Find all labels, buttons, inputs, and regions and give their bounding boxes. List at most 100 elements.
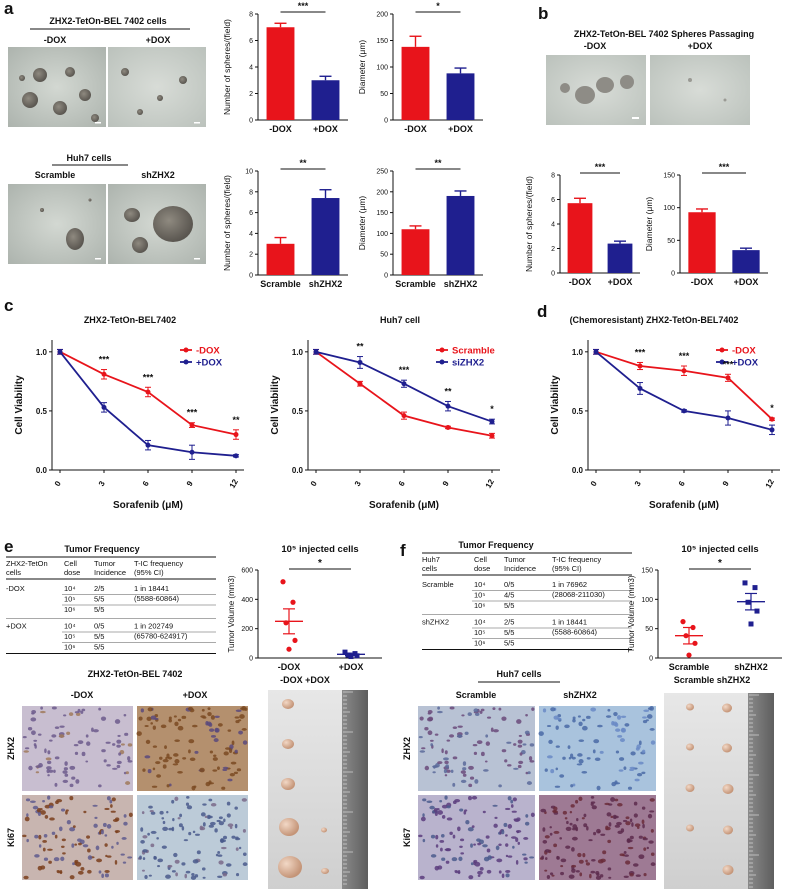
ihc-nucleus bbox=[523, 837, 529, 840]
table-cell-incidence: 5/5 bbox=[504, 639, 514, 648]
micrograph-label-minus-dox: -DOX bbox=[44, 35, 67, 45]
ihc-nucleus bbox=[593, 831, 597, 836]
data-point bbox=[725, 415, 731, 421]
ihc-nucleus bbox=[562, 810, 567, 815]
ihc-nucleus bbox=[437, 706, 440, 710]
ihc-nucleus bbox=[106, 824, 112, 829]
ihc-nucleus bbox=[641, 771, 646, 775]
ihc-nucleus bbox=[579, 872, 583, 877]
ihc-nucleus bbox=[47, 848, 53, 851]
ihc-nucleus bbox=[457, 870, 461, 875]
ihc-nucleus bbox=[572, 824, 578, 829]
bar-chart-a-huh7-diameter: 0 50 100 150 200 250 Scramble shZHX2 ** Diameter … bbox=[357, 158, 483, 289]
ihc-nucleus bbox=[142, 849, 148, 853]
ihc-nucleus bbox=[242, 862, 248, 867]
ihc-nucleus bbox=[75, 861, 82, 867]
panel-letter-f: f bbox=[400, 541, 406, 560]
ihc-nucleus bbox=[517, 739, 523, 744]
ihc-nucleus bbox=[166, 784, 170, 788]
ihc-nucleus bbox=[496, 858, 503, 863]
ihc-nucleus bbox=[122, 861, 127, 864]
ihc-nucleus bbox=[29, 800, 36, 803]
bar-chart-b-diameter: 0 50 100 150 -DOX +DOX *** Diameter (μm) bbox=[644, 162, 768, 287]
ihc-nucleus bbox=[58, 826, 63, 832]
y-axis-label: Cell Viability bbox=[550, 375, 561, 435]
ihc-nucleus bbox=[83, 810, 87, 814]
ihc-nucleus bbox=[486, 848, 491, 853]
y-tick-label: 0 bbox=[249, 656, 253, 663]
y-tick-label: 200 bbox=[376, 189, 388, 196]
ihc-nucleus bbox=[54, 834, 58, 839]
ihc-nucleus bbox=[235, 847, 239, 851]
data-point bbox=[489, 433, 495, 439]
table-header: Cell bbox=[474, 555, 487, 564]
ihc-nucleus bbox=[460, 779, 467, 783]
ihc-nucleus bbox=[592, 749, 596, 754]
ihc-nucleus bbox=[210, 734, 217, 738]
ihc-nucleus bbox=[100, 829, 104, 835]
ihc-nucleus bbox=[540, 808, 547, 813]
ihc-nucleus bbox=[512, 845, 515, 849]
ihc-nucleus bbox=[150, 830, 157, 834]
ihc-nucleus bbox=[542, 708, 547, 713]
ihc-nucleus bbox=[209, 750, 214, 754]
bar bbox=[311, 198, 340, 275]
x-tick-label: -DOX bbox=[569, 277, 592, 287]
legend-label: +DOX bbox=[732, 358, 759, 369]
micrograph-label-plus-dox: +DOX bbox=[146, 35, 171, 45]
ihc-nucleus bbox=[648, 840, 654, 844]
ihc-nucleus bbox=[576, 817, 579, 822]
data-point bbox=[233, 453, 239, 459]
ihc-nucleus bbox=[586, 826, 589, 831]
ihc-nucleus bbox=[529, 743, 535, 747]
ihc-nucleus bbox=[56, 799, 63, 803]
ihc-nucleus bbox=[474, 861, 481, 867]
ihc-nucleus bbox=[87, 855, 93, 860]
ihc-nucleus bbox=[595, 875, 602, 880]
ihc-nucleus bbox=[123, 714, 127, 717]
ihc-nucleus bbox=[446, 769, 451, 773]
ihc-nucleus bbox=[525, 814, 529, 818]
ihc-nucleus bbox=[446, 805, 451, 809]
ihc-nucleus bbox=[480, 708, 485, 712]
data-point bbox=[681, 408, 687, 414]
ihc-nucleus bbox=[159, 756, 163, 760]
data-point bbox=[101, 371, 107, 377]
ihc-nucleus bbox=[419, 716, 424, 721]
ihc-nucleus bbox=[162, 764, 167, 769]
ihc-image bbox=[539, 795, 656, 880]
table-cell-incidence: 5/5 bbox=[94, 643, 104, 652]
table-header: Huh7 bbox=[422, 555, 440, 564]
data-point bbox=[357, 359, 363, 365]
ihc-nucleus bbox=[234, 806, 238, 810]
x-tick-label: +DOX bbox=[313, 124, 338, 134]
data-point bbox=[145, 389, 151, 395]
ihc-nucleus bbox=[525, 714, 528, 717]
ihc-nucleus bbox=[148, 805, 153, 809]
ihc-nucleus bbox=[578, 759, 584, 764]
y-tick-label: 2 bbox=[249, 252, 253, 259]
legend-marker bbox=[183, 359, 189, 365]
ihc-nucleus bbox=[613, 815, 619, 819]
x-tick-label: 12 bbox=[228, 477, 241, 490]
panel-a-top-title: ZHX2-TetOn-BEL 7402 cells bbox=[49, 16, 166, 26]
ihc-nucleus bbox=[524, 821, 530, 826]
bar-chart-b-spheres: 0 2 4 6 8 -DOX +DOX *** Number of spheres/(field… bbox=[524, 162, 640, 287]
y-tick-label: 0 bbox=[249, 118, 253, 125]
data-point bbox=[680, 619, 686, 625]
ihc-nucleus bbox=[575, 870, 580, 873]
ihc-nucleus bbox=[451, 857, 458, 862]
ihc-nucleus bbox=[101, 873, 105, 879]
ihc-nucleus bbox=[75, 712, 81, 716]
ihc-nucleus bbox=[552, 810, 558, 814]
ihc-nucleus bbox=[58, 734, 65, 738]
ihc-nucleus bbox=[216, 819, 221, 823]
ihc-nucleus bbox=[194, 874, 199, 878]
table-cell-frequency: 1 in 18441 bbox=[134, 584, 169, 593]
table-cell-group: +DOX bbox=[6, 622, 27, 631]
significance-label: *** bbox=[187, 408, 198, 418]
ihc-nucleus bbox=[156, 837, 159, 840]
ihc-nucleus bbox=[517, 764, 522, 769]
ihc-nucleus bbox=[225, 863, 232, 867]
ihc-nucleus bbox=[427, 730, 433, 736]
